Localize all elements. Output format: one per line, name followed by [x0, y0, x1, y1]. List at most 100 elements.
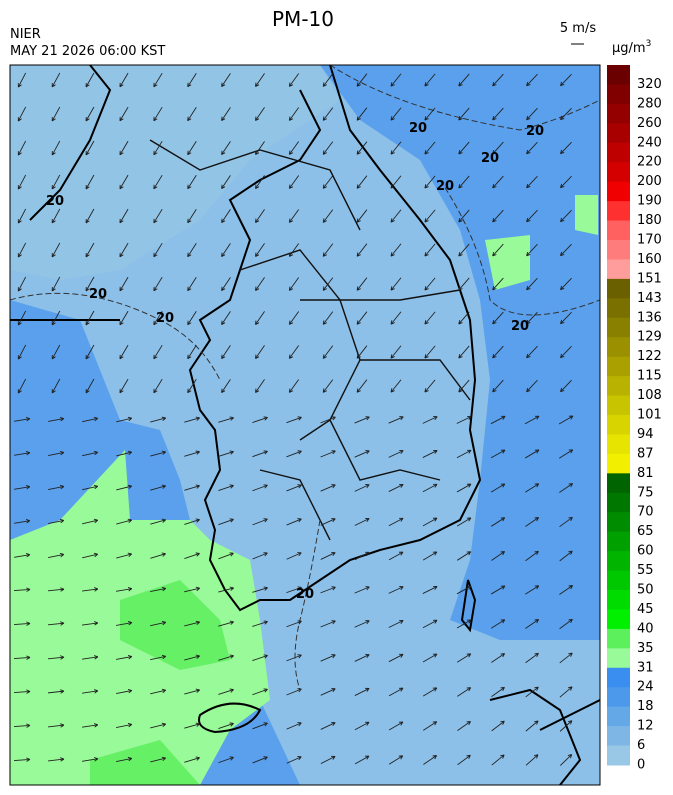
wind-arrow: [390, 141, 402, 155]
wind-arrow: [388, 551, 404, 561]
wind-arrow: [422, 517, 438, 527]
colorbar-segment: [607, 415, 630, 435]
wind-arrow: [322, 277, 334, 291]
colorbar-label: 12: [637, 719, 654, 734]
wind-arrow: [320, 620, 336, 628]
wind-arrow: [288, 379, 300, 393]
wind-arrow: [526, 277, 538, 291]
wind-arrow: [458, 209, 470, 223]
wind-arrow: [288, 73, 300, 87]
colorbar-label: 55: [637, 563, 654, 578]
wind-arrow: [322, 175, 334, 189]
wind-arrow: [558, 449, 574, 459]
wind-arrow: [286, 722, 302, 730]
wind-arrow: [322, 243, 334, 257]
wind-arrow: [424, 175, 436, 189]
wind-arrow: [153, 310, 163, 326]
wind-arrow: [218, 688, 234, 695]
contour-label: 20: [436, 179, 454, 194]
wind-arrow: [356, 379, 368, 393]
wind-arrow: [286, 416, 302, 424]
wind-arrow: [17, 72, 27, 88]
wind-arrow: [560, 345, 572, 359]
colorbar-segment: [607, 65, 630, 85]
colorbar-segment: [607, 492, 630, 513]
wind-arrow: [51, 106, 61, 122]
colorbar-segment: [607, 298, 630, 319]
wind-arrow: [85, 208, 95, 224]
wind-arrow: [187, 311, 197, 326]
wind-arrow: [492, 345, 504, 359]
wind-arrow: [560, 141, 572, 155]
wind-arrow: [13, 757, 31, 762]
colorbar-label: 24: [637, 680, 654, 695]
wind-arrow: [456, 415, 472, 424]
wind-arrow: [356, 73, 368, 87]
wind-arrow: [424, 141, 436, 155]
colorbar-segment: [607, 278, 630, 299]
unit: μg/m3: [612, 39, 651, 56]
wind-arrow: [286, 484, 302, 492]
wind-arrow: [17, 276, 27, 292]
admin-boundaries: [149, 139, 471, 541]
wind-arrow: [187, 73, 197, 88]
colorbar-label: 280: [637, 96, 662, 111]
map: 20 20 20 20 20 20 20 20 20: [10, 65, 600, 785]
wind-arrow: [184, 518, 200, 525]
wind-arrow: [560, 243, 572, 257]
wind-arrow: [524, 585, 540, 595]
wind-arrow: [526, 73, 538, 87]
wind-arrow: [422, 551, 438, 561]
datetime: MAY 21 2026 06:00 KST: [10, 44, 165, 59]
colorbar-label: 143: [637, 291, 662, 306]
wind-arrow: [51, 276, 61, 292]
wind-arrow: [354, 517, 370, 526]
wind-arrow: [17, 378, 27, 394]
wind-arrow: [490, 619, 506, 629]
colorbar-label: 31: [637, 660, 654, 675]
wind-arrow: [48, 757, 65, 762]
wind-arrow: [119, 310, 129, 326]
wind-arrow: [85, 344, 95, 360]
colorbar-label: 180: [637, 213, 662, 228]
wind-arrow: [422, 483, 438, 493]
wind-arrow: [286, 688, 302, 696]
wind-arrow: [153, 344, 163, 360]
wind-arrow: [116, 450, 133, 457]
wind-arrow: [354, 687, 370, 696]
wind-arrow: [47, 689, 65, 694]
wind-arrow: [184, 484, 200, 491]
wind-arrow: [252, 416, 268, 423]
colorbar-label: 94: [637, 427, 654, 442]
wind-arrow: [456, 483, 472, 493]
wind-arrow: [526, 311, 538, 325]
wind-arrow: [356, 107, 368, 121]
wind-arrow: [184, 688, 201, 695]
wind-arrow: [13, 621, 31, 626]
wind-arrow: [255, 277, 265, 291]
wind-arrow: [116, 552, 133, 559]
wind-arrow: [491, 551, 505, 561]
wind-arrow: [221, 73, 231, 88]
colorbar-segment: [607, 512, 630, 533]
wind-arrow: [560, 73, 572, 87]
wind-arrow: [320, 721, 336, 730]
wind-arrow: [51, 208, 61, 224]
wind-arrow: [116, 621, 133, 626]
wind-arrow: [526, 141, 538, 155]
wind-arrow: [288, 243, 300, 257]
wind-arrow: [320, 551, 336, 560]
wind-arrow: [560, 107, 572, 121]
wind-arrow: [559, 550, 573, 562]
wind-arrow: [354, 586, 370, 594]
wind-arrow: [221, 175, 231, 190]
wind-arrow: [422, 619, 438, 629]
wind-arrow: [423, 755, 438, 765]
wind-arrow: [559, 516, 573, 528]
wind-arrow: [119, 344, 129, 360]
wind-arrow: [255, 73, 265, 87]
colorbar-segment: [607, 434, 630, 455]
wind-arrow: [492, 379, 504, 393]
wind-arrow: [286, 450, 302, 458]
wind-arrow: [356, 311, 368, 325]
